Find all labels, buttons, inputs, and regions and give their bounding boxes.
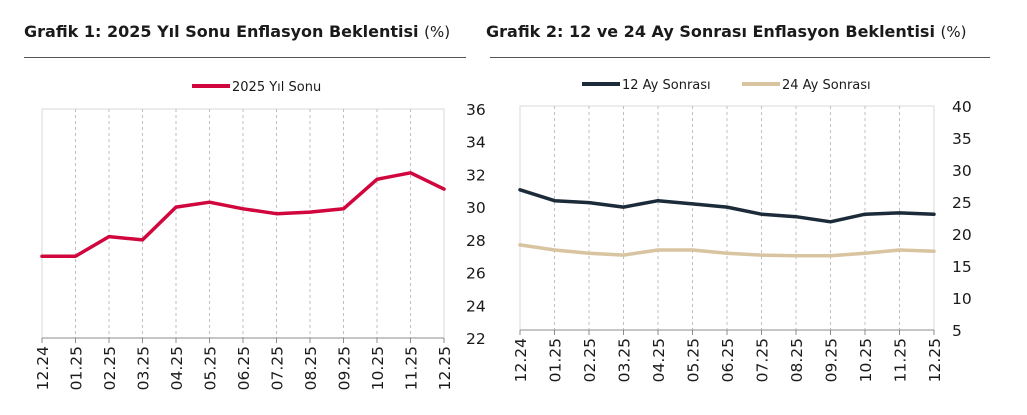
chart-2-x-tick-label: 07.25: [754, 338, 772, 382]
chart-1-y-tick-label: 36: [466, 101, 486, 119]
chart-2-title: Grafik 2: 12 ve 24 Ay Sonrası Enflasyon …: [486, 22, 966, 41]
chart-1-y-tick-label: 30: [466, 199, 486, 217]
chart-1-y-tick-label: 28: [466, 232, 486, 250]
chart-2-legend-label-1: 24 Ay Sonrası: [782, 78, 871, 93]
chart-2-y-tick-label: 25: [952, 194, 972, 212]
chart-1-title-rule: [24, 57, 466, 58]
chart-2-x-tick-label: 11.25: [892, 338, 910, 382]
chart-1-x-tick-label: 06.25: [235, 346, 253, 390]
chart-panel-1: Grafik 1: 2025 Yıl Sonu Enflasyon Beklen…: [0, 0, 490, 415]
chart-2-x-tick-label: 10.25: [857, 338, 875, 382]
chart-2-y-tick-label: 10: [952, 290, 972, 308]
chart-2-plot-frame: [519, 105, 935, 331]
chart-2-title-rule: [490, 57, 990, 58]
chart-1-title-text: Grafik 1: 2025 Yıl Sonu Enflasyon Beklen…: [24, 22, 419, 41]
chart-2-y-tick-label: 40: [952, 98, 972, 116]
chart-2-x-tick-label: 12.25: [926, 338, 944, 382]
chart-2-x-tick-label: 05.25: [685, 338, 703, 382]
chart-2-x-tick-label: 08.25: [788, 338, 806, 382]
chart-2-unit: (%): [940, 23, 967, 41]
chart-2-title-text: Grafik 2: 12 ve 24 Ay Sonrası Enflasyon …: [486, 22, 935, 41]
chart-2-series-line-1: [518, 243, 936, 258]
chart-2-x-tick-label: 01.25: [547, 338, 565, 382]
chart-1-plot: 22 24 26 28 30 32 34 36 12.24 01.25 02.25 03.25 04.2…: [34, 80, 486, 390]
chart-1-x-tick-label: 05.25: [202, 346, 220, 390]
chart-1-x-tick-label: 07.25: [269, 346, 287, 390]
chart-1-title: Grafik 1: 2025 Yıl Sonu Enflasyon Beklen…: [24, 22, 450, 41]
chart-1-x-tick-label: 02.25: [101, 346, 119, 390]
chart-1-series-line-0: [40, 171, 446, 258]
chart-1-y-tick-label: 24: [466, 297, 486, 315]
chart-2-x-tick-label: 04.25: [650, 338, 668, 382]
chart-1-x-tick-label: 04.25: [168, 346, 186, 390]
chart-1-x-tick-label: 03.25: [135, 346, 153, 390]
chart-2-x-tick-label: 09.25: [823, 338, 841, 382]
chart-1-x-tick-label: 01.25: [68, 346, 86, 390]
chart-2-y-tick-label: 35: [952, 130, 972, 148]
chart-1-y-tick-label: 34: [466, 134, 486, 152]
chart-2-x-tick-label: 03.25: [616, 338, 634, 382]
chart-1-x-tick-label: 08.25: [302, 346, 320, 390]
chart-1-x-tick-label: 09.25: [336, 346, 354, 390]
chart-1-unit: (%): [424, 23, 451, 41]
chart-1-x-tick-label: 12.24: [34, 346, 52, 390]
chart-1-y-tick-label: 22: [466, 330, 486, 348]
chart-1-x-tick-label: 12.25: [436, 346, 454, 390]
chart-2-y-tick-label: 20: [952, 226, 972, 244]
chart-2-x-tick-label: 12.24: [512, 338, 530, 382]
chart-1-y-tick-label: 26: [466, 265, 486, 283]
chart-1-x-tick-label: 11.25: [403, 346, 421, 390]
chart-1-legend-label-0: 2025 Yıl Sonu: [232, 80, 321, 95]
chart-2-series-line-0: [518, 188, 936, 224]
chart-2-x-tick-label: 06.25: [719, 338, 737, 382]
chart-2-y-tick-label: 15: [952, 258, 972, 276]
chart-1-y-tick-label: 32: [466, 166, 486, 184]
chart-2-y-tick-label: 5: [952, 322, 962, 340]
chart-2-y-tick-label: 30: [952, 162, 972, 180]
chart-1-x-tick-label: 10.25: [369, 346, 387, 390]
chart-2-legend-label-0: 12 Ay Sonrası: [622, 78, 711, 93]
chart-2-x-tick-label: 02.25: [581, 338, 599, 382]
